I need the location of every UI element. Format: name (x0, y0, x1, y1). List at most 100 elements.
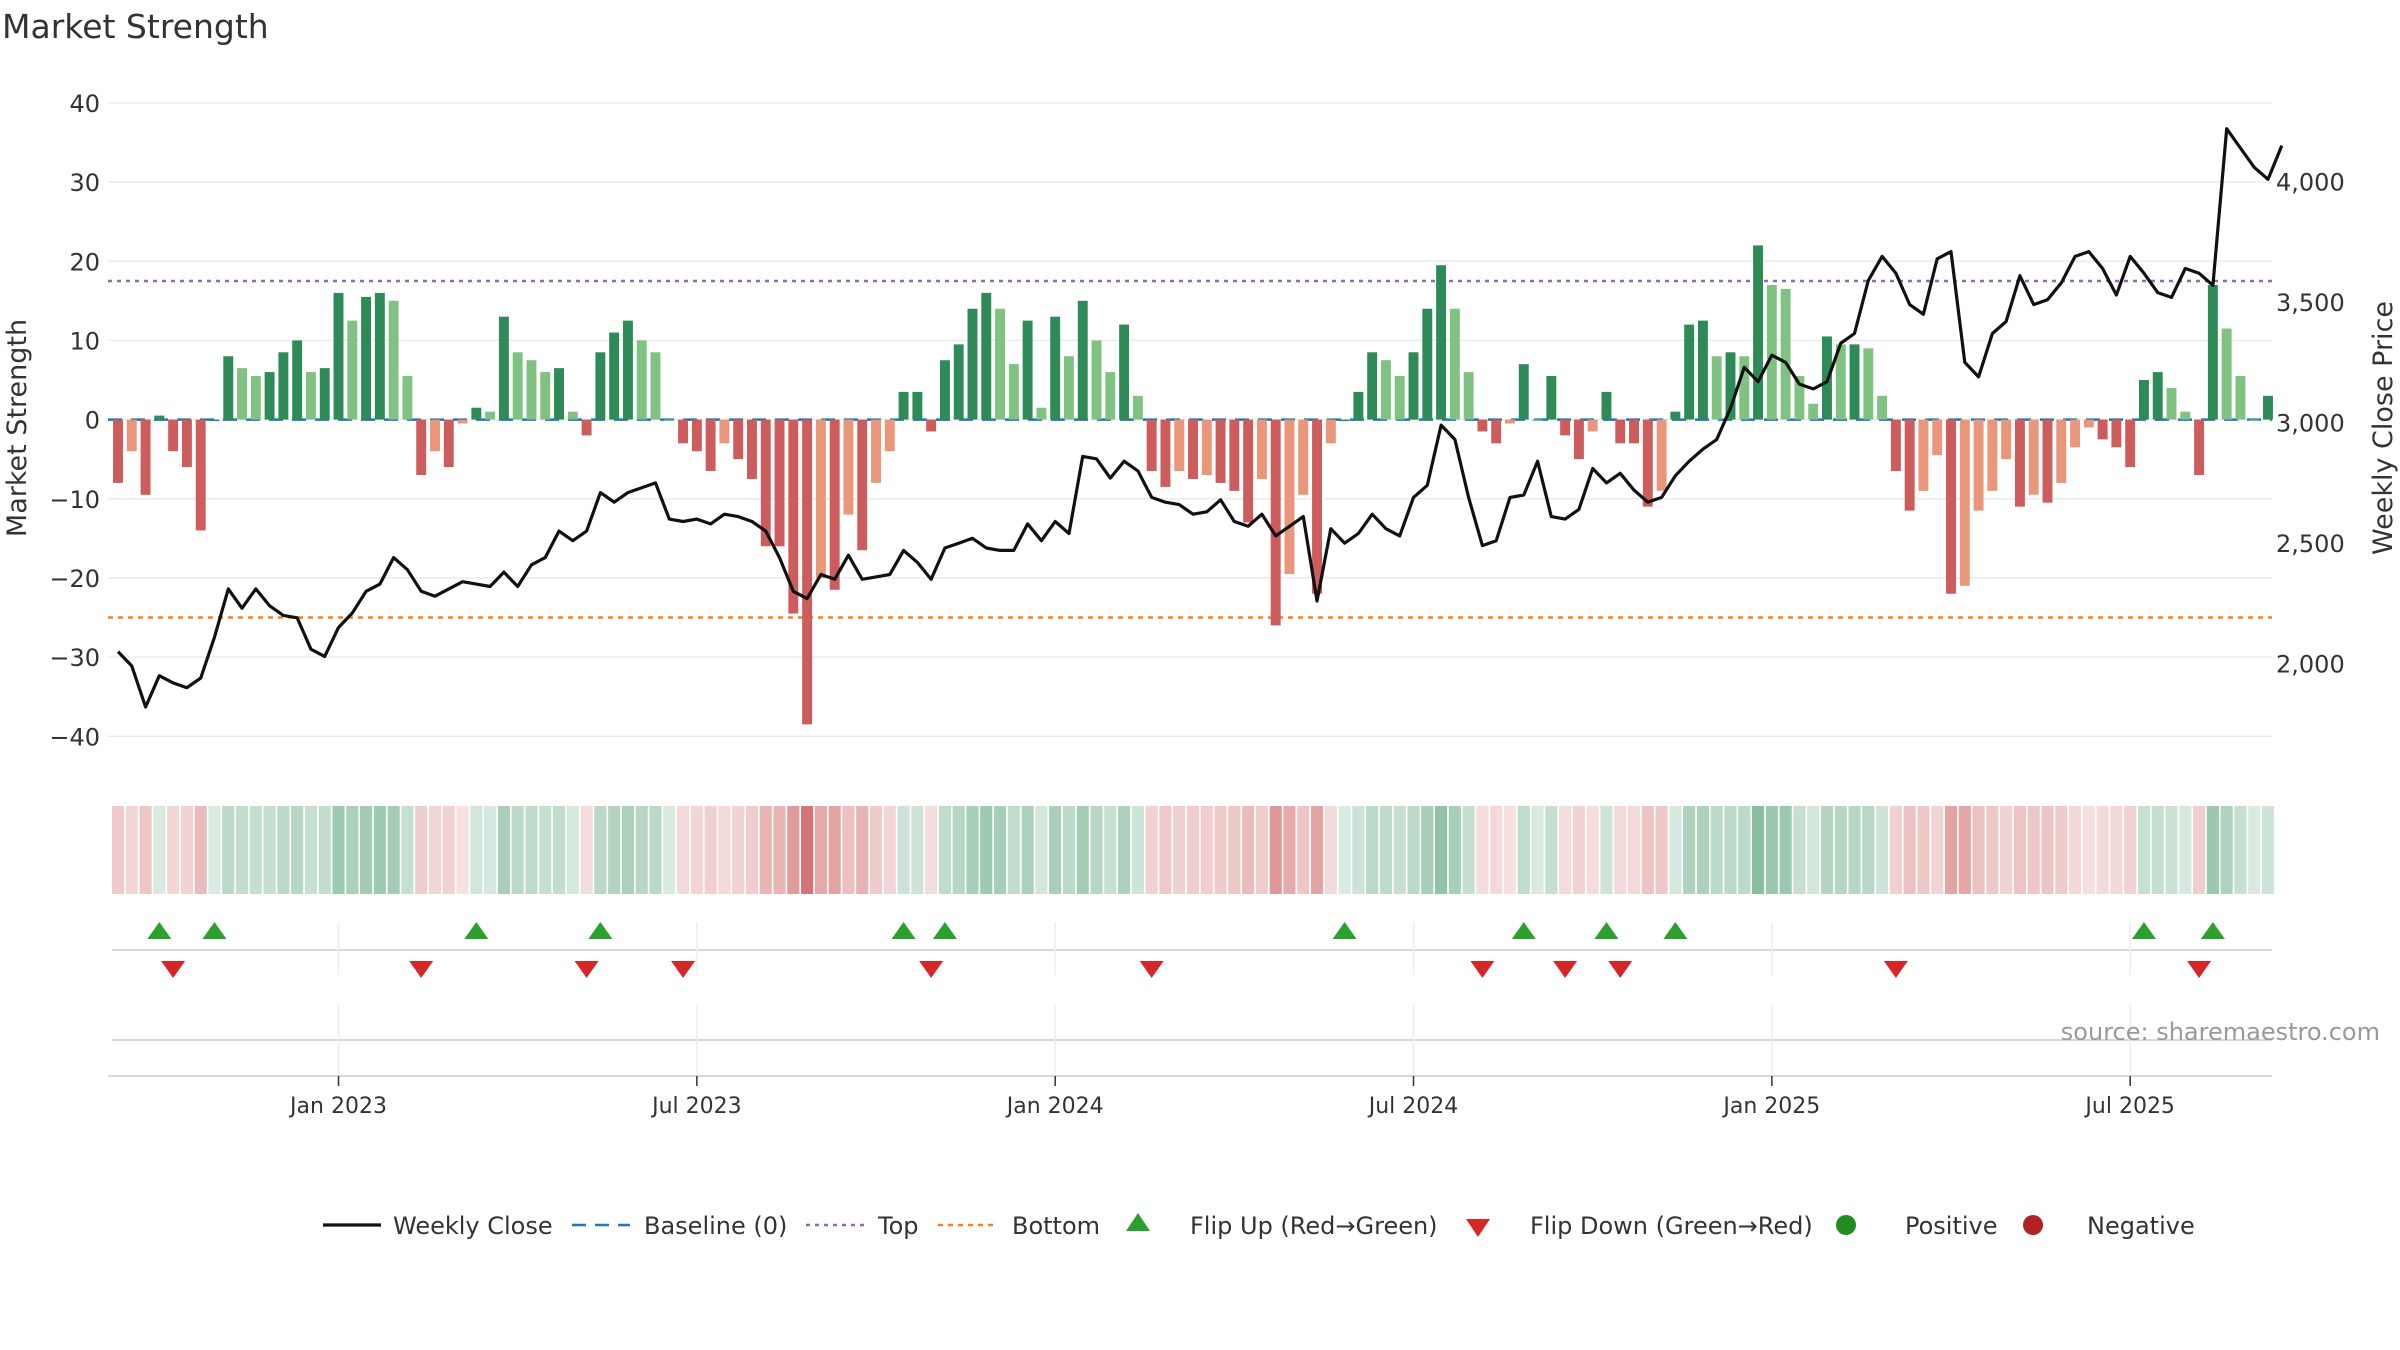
strip-cell (525, 806, 538, 894)
flip-up-marker (2131, 922, 2156, 939)
strip-cell (346, 806, 359, 894)
x-tick-label: Jan 2024 (1005, 1094, 1104, 1119)
legend-label: Weekly Close (393, 1212, 553, 1240)
strip-cell (1104, 806, 1117, 894)
flip-down-marker (409, 961, 434, 978)
strength-bar (1298, 419, 1309, 495)
strength-bar (319, 368, 330, 420)
flip-down-marker (161, 961, 186, 978)
left-axis-ticks: 40 30 20 10 0 −10 −20 −30 −40 (49, 90, 100, 751)
strength-bar (443, 419, 454, 468)
strength-bar (1091, 340, 1102, 420)
strength-bar (1739, 356, 1750, 420)
strip-cell (1917, 806, 1930, 894)
right-tick-label: 2,500 (2276, 530, 2345, 558)
strength-bar (622, 320, 633, 420)
strength-bar (1518, 364, 1529, 420)
flip-up-marker (1594, 922, 1619, 939)
strength-bar (388, 300, 399, 420)
strength-bar (1380, 360, 1391, 420)
strip-cell (1627, 806, 1641, 894)
strip-cell (2055, 806, 2068, 894)
strip-cell (966, 806, 979, 894)
x-axis-ticks: Jan 2023 Jul 2023 Jan 2024 Jul 2024 Jan 2025… (288, 1076, 2175, 1119)
strip-cell (539, 806, 552, 894)
strength-bar (1725, 352, 1736, 420)
legend-label: Negative (2087, 1212, 2195, 1240)
left-axis-label: Market Strength (2, 319, 33, 537)
strength-bar (595, 352, 606, 420)
strength-bar (1050, 316, 1061, 420)
strip-cell (125, 806, 138, 894)
strength-bar (2249, 419, 2260, 422)
strength-bar (719, 419, 730, 444)
strength-bar (347, 320, 358, 420)
strip-cell (2110, 806, 2123, 894)
x-tick-label: Jul 2023 (650, 1094, 742, 1119)
strip-cell (387, 806, 400, 894)
strip-cell (801, 806, 814, 894)
strength-bar (526, 360, 537, 420)
left-tick-label: −30 (49, 644, 100, 672)
strip-cell (291, 806, 304, 894)
strip-cell (2206, 806, 2219, 894)
strength-bar (664, 419, 675, 422)
strip-cell (856, 806, 869, 894)
legend-positive-swatch (1836, 1215, 1856, 1235)
strength-bar (939, 360, 950, 420)
strength-bar (1849, 344, 1860, 420)
strength-bar (209, 419, 220, 422)
strength-bar (1284, 419, 1295, 574)
flip-down-marker (1883, 961, 1908, 978)
strip-cell (1476, 806, 1489, 894)
strip-cell (980, 806, 993, 894)
strip-cell (1228, 806, 1241, 894)
strip-cell (759, 806, 772, 894)
strength-bar (1904, 419, 1915, 511)
strength-bar (1560, 419, 1571, 436)
strength-bar (1270, 419, 1281, 626)
strength-bar (1477, 419, 1488, 432)
strength-bar (1877, 395, 1888, 420)
strip-cell (1724, 806, 1737, 894)
strip-cell (1407, 806, 1420, 894)
strength-bar (1684, 324, 1695, 420)
strip-cell (1269, 806, 1282, 894)
strip-cell (1903, 806, 1916, 894)
strength-bar (884, 419, 895, 452)
strength-bar (788, 419, 799, 614)
strength-bar (636, 340, 647, 420)
strip-cell (1972, 806, 1985, 894)
strip-cell (1876, 806, 1889, 894)
left-tick-label: 0 (85, 407, 100, 435)
strip-cell (745, 806, 759, 894)
strip-cell (415, 806, 428, 894)
strip-cell (1007, 806, 1020, 894)
strength-bar (774, 419, 785, 547)
strength-bar (1766, 285, 1777, 420)
x-tick-label: Jul 2025 (2083, 1094, 2175, 1119)
strip-cell (167, 806, 180, 894)
chart-title: Market Strength (2, 7, 269, 46)
flip-up-marker (932, 922, 957, 939)
strip-cell (911, 806, 924, 894)
strip-cell (249, 806, 262, 894)
strength-bar (498, 316, 509, 420)
strip-cell (1255, 806, 1268, 894)
strip-cell (1283, 806, 1296, 894)
strength-bar (926, 419, 937, 432)
strength-bar (953, 344, 964, 420)
strip-cell (1200, 806, 1213, 894)
strength-bar (857, 419, 868, 551)
strip-cell (1944, 806, 1958, 894)
strength-bar (305, 372, 316, 420)
strength-bar (1449, 308, 1460, 420)
strip-cell (869, 806, 883, 894)
strip-cell (497, 806, 510, 894)
strip-cell (1517, 806, 1530, 894)
strength-bar (1697, 320, 1708, 420)
strength-bar (223, 356, 234, 420)
bottom-panel (108, 1005, 2272, 1077)
strip-cell (456, 806, 469, 894)
